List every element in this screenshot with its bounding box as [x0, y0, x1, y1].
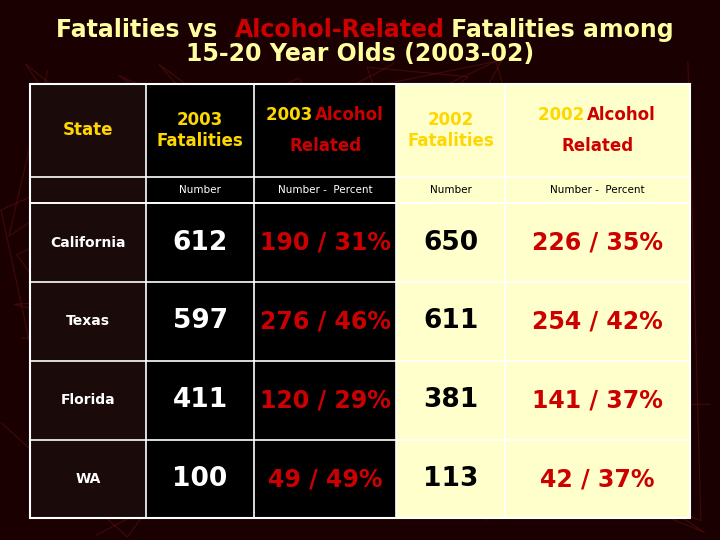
Text: 226 / 35%: 226 / 35%: [532, 231, 663, 255]
Text: 141 / 37%: 141 / 37%: [532, 388, 663, 412]
Text: 120 / 29%: 120 / 29%: [260, 388, 391, 412]
Text: State: State: [63, 122, 113, 139]
Text: 2002: 2002: [538, 106, 590, 124]
Bar: [30, 84, 145, 518]
Text: Florida: Florida: [60, 393, 115, 407]
Text: 2003
Fatalities: 2003 Fatalities: [157, 111, 243, 150]
Text: 381: 381: [423, 387, 478, 413]
Text: Number: Number: [430, 185, 472, 195]
Text: WA: WA: [76, 472, 101, 486]
Text: Number: Number: [179, 185, 221, 195]
Text: 2002
Fatalities: 2002 Fatalities: [408, 111, 494, 150]
Bar: [396, 84, 690, 518]
Text: 2003: 2003: [266, 106, 318, 124]
Text: 276 / 46%: 276 / 46%: [260, 309, 391, 333]
Text: Number -  Percent: Number - Percent: [550, 185, 644, 195]
Text: Fatalities among: Fatalities among: [444, 18, 674, 42]
Text: 650: 650: [423, 230, 478, 255]
Text: California: California: [50, 235, 126, 249]
Text: Alcohol-Related: Alcohol-Related: [235, 18, 444, 42]
Text: 254 / 42%: 254 / 42%: [532, 309, 663, 333]
Text: 15-20 Year Olds (2003-02): 15-20 Year Olds (2003-02): [186, 42, 534, 66]
Text: Texas: Texas: [66, 314, 110, 328]
Text: 190 / 31%: 190 / 31%: [260, 231, 391, 255]
Text: 612: 612: [173, 230, 228, 255]
Text: Number -  Percent: Number - Percent: [278, 185, 373, 195]
Text: Related: Related: [562, 137, 634, 154]
Text: 42 / 37%: 42 / 37%: [540, 467, 654, 491]
Text: Alcohol: Alcohol: [315, 106, 384, 124]
Bar: [30, 84, 690, 518]
Text: Fatalities vs: Fatalities vs: [56, 18, 225, 42]
Text: 100: 100: [173, 466, 228, 492]
Text: 411: 411: [173, 387, 228, 413]
Text: Alcohol: Alcohol: [588, 106, 656, 124]
Text: 113: 113: [423, 466, 478, 492]
Text: 49 / 49%: 49 / 49%: [268, 467, 382, 491]
Text: 611: 611: [423, 308, 478, 334]
Text: Related: Related: [289, 137, 361, 154]
Bar: [30, 84, 690, 518]
Text: 597: 597: [173, 308, 228, 334]
